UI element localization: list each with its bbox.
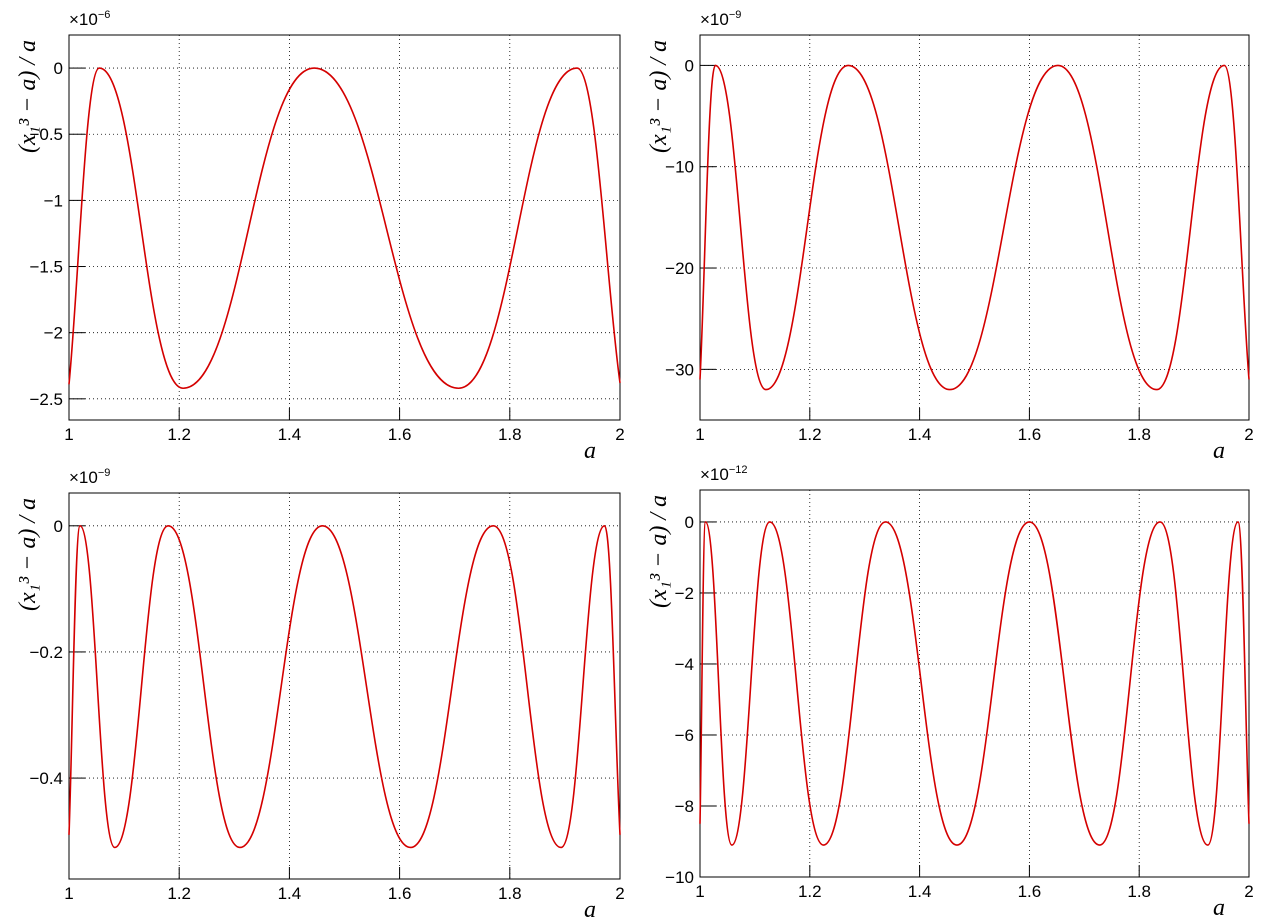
x-axis-title: a: [1213, 438, 1225, 464]
curve: [68, 67, 621, 390]
x-tick-label: 1.8: [1127, 425, 1151, 444]
panel: 1 1.2 1.4 1.6 1.8 2 0 −0.5 −1 −1.5 −2 −2.5 ×10−6 (x₁³…: [15, 9, 625, 464]
x-axis-title: a: [1213, 895, 1225, 920]
curve: [699, 521, 1250, 846]
y-exponent-power: −12: [729, 464, 748, 476]
y-tick-label: −10: [665, 158, 694, 177]
x-tick-label: 1.8: [498, 884, 522, 903]
y-tick-label: 0: [54, 517, 63, 536]
y-tick-label: −2: [44, 324, 63, 343]
y-exponent-power: −9: [729, 9, 742, 21]
y-tick-label: −8: [675, 797, 694, 816]
x-tick-label: 1.8: [1127, 882, 1151, 901]
y-tick-label: 0: [685, 56, 694, 75]
y-exponent: ×10−6: [69, 9, 110, 29]
y-tick-label: −0.2: [29, 643, 63, 662]
y-tick-label: 0: [54, 59, 63, 78]
x-axis-title: a: [584, 438, 596, 464]
y-axis-title: (x₁³ − a) / a: [15, 40, 41, 153]
x-tick-label: 1.4: [278, 425, 302, 444]
x-tick-label: 1.2: [798, 882, 822, 901]
y-tick-label: −30: [665, 360, 694, 379]
y-exponent: ×10−9: [69, 467, 110, 487]
y-tick-label: 0: [685, 513, 694, 532]
x-tick-label: 1.4: [278, 884, 302, 903]
y-tick-label: −2: [675, 584, 694, 603]
y-exponent-power: −9: [98, 467, 111, 479]
x-tick-label: 1.6: [388, 884, 412, 903]
x-tick-label: 1.6: [1018, 425, 1042, 444]
plot-frame: [68, 34, 621, 421]
y-axis-title: (x₁³ − a) / a: [15, 498, 41, 611]
x-tick-label: 1: [695, 882, 704, 901]
y-exponent-power: −6: [98, 9, 111, 21]
y-tick-label: −20: [665, 259, 694, 278]
x-tick-label: 2: [615, 884, 624, 903]
x-tick-label: 1: [64, 884, 73, 903]
y-multiplier: ×10: [69, 468, 98, 487]
plot-frame: [699, 489, 1250, 878]
y-tick-label: −6: [675, 726, 694, 745]
curve: [68, 524, 621, 849]
y-tick-label: −4: [675, 655, 694, 674]
x-tick-label: 2: [1244, 425, 1253, 444]
plot-frame: [699, 34, 1250, 421]
x-tick-label: 1.8: [498, 425, 522, 444]
x-tick-label: 1.2: [167, 884, 191, 903]
x-tick-label: 1: [64, 425, 73, 444]
x-tick-label: 1.4: [908, 425, 932, 444]
y-tick-label: −1.5: [29, 258, 63, 277]
plot-frame: [68, 492, 621, 880]
x-tick-label: 2: [615, 425, 624, 444]
y-tick-label: −0.5: [29, 125, 63, 144]
x-tick-label: 1.4: [908, 882, 932, 901]
x-tick-label: 1: [695, 425, 704, 444]
x-tick-label: 1.6: [388, 425, 412, 444]
y-tick-label: −2.5: [29, 390, 63, 409]
y-exponent: ×10−9: [700, 9, 741, 29]
y-tick-label: −0.4: [29, 769, 63, 788]
panel: 1 1.2 1.4 1.6 1.8 2 0 −0.2 −0.4 ×10−9 (x₁³ − a) / …: [15, 467, 625, 920]
y-tick-label: −10: [665, 868, 694, 887]
y-multiplier: ×10: [700, 10, 729, 29]
panel: 1 1.2 1.4 1.6 1.8 2 0 −2 −4 −6 −8 −10 ×10−12 (x₁³ − a…: [646, 464, 1254, 920]
y-tick-label: −1: [44, 191, 63, 210]
y-multiplier: ×10: [69, 10, 98, 29]
panel: 1 1.2 1.4 1.6 1.8 2 0 −10 −20 −30 ×10−9 (x₁³ − a) /…: [646, 9, 1254, 464]
x-tick-label: 2: [1244, 882, 1253, 901]
x-tick-label: 1.2: [167, 425, 191, 444]
x-tick-label: 1.2: [798, 425, 822, 444]
y-multiplier: ×10: [700, 465, 729, 484]
y-axis-title: (x₁³ − a) / a: [646, 40, 672, 153]
y-exponent: ×10−12: [700, 464, 748, 484]
x-axis-title: a: [584, 897, 596, 920]
y-axis-title: (x₁³ − a) / a: [646, 495, 672, 608]
curve: [699, 64, 1250, 391]
x-tick-label: 1.6: [1018, 882, 1042, 901]
